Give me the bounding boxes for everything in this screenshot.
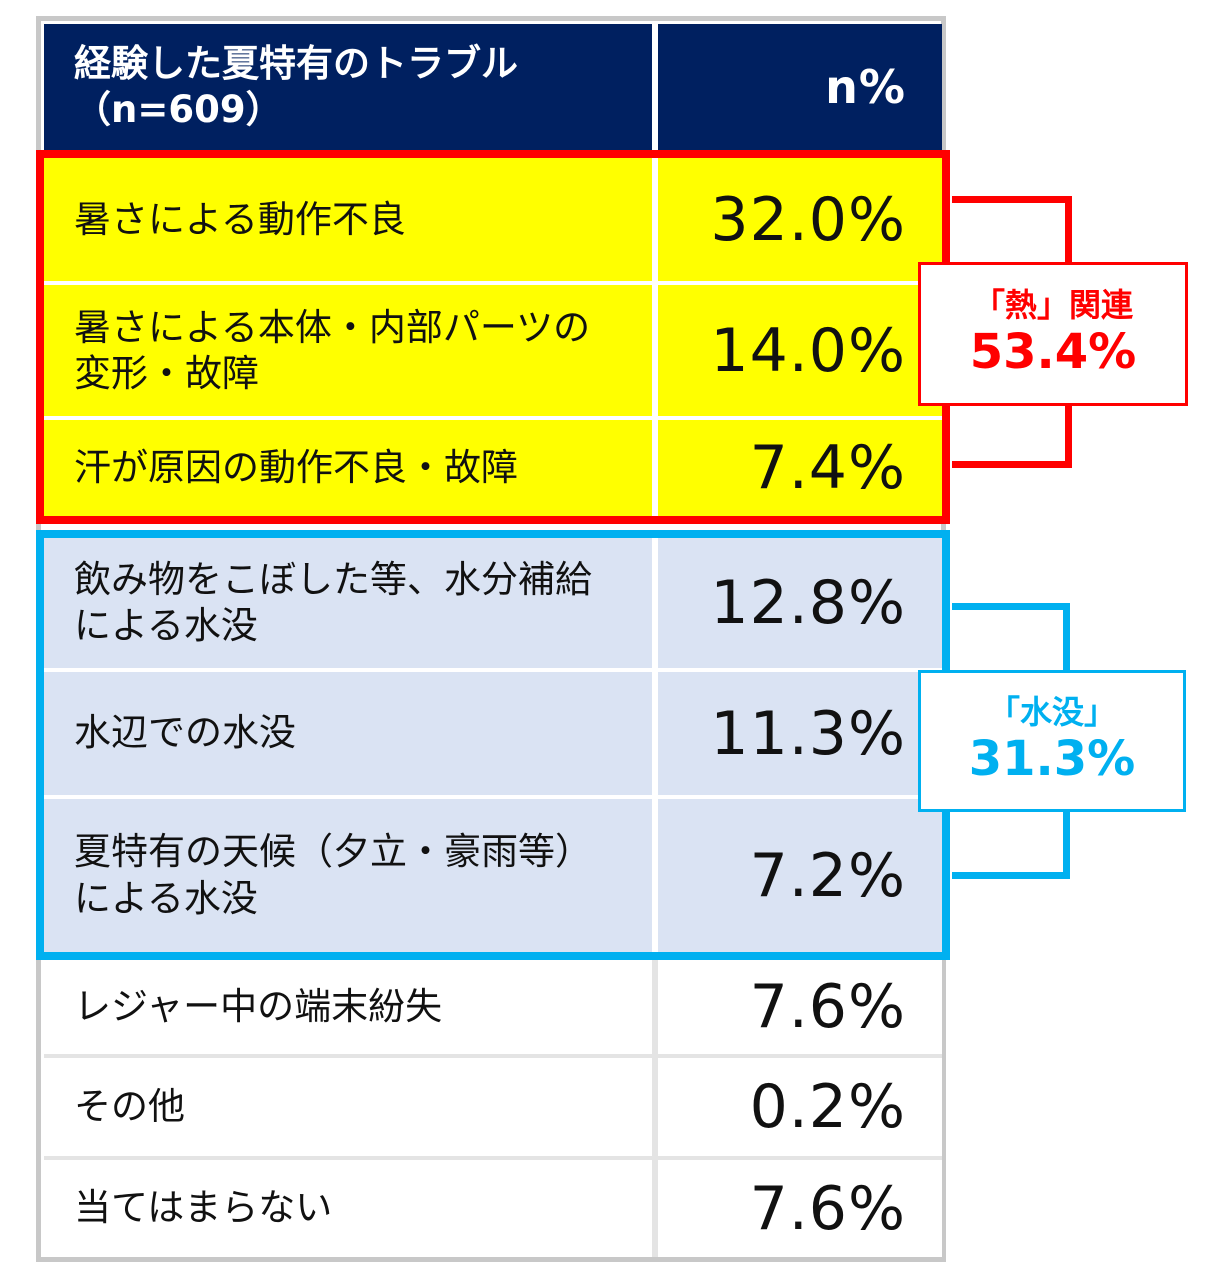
row-label: レジャー中の端末紛失 [74, 984, 443, 1028]
table-row: 暑さによる本体・内部パーツの変形・故障 14.0% [44, 285, 942, 417]
row-value: 32.0% [710, 185, 906, 255]
table-row: レジャー中の端末紛失 7.6% [44, 960, 942, 1054]
row-value: 7.2% [749, 840, 906, 911]
row-value: 0.2% [749, 1072, 906, 1142]
row-label: 暑さによる本体・内部パーツの変形・故障 [74, 305, 591, 395]
row-value: 7.6% [749, 1173, 906, 1244]
row-separator [44, 1156, 942, 1160]
row-separator [44, 668, 942, 672]
column-divider [652, 1160, 658, 1257]
column-divider [652, 672, 658, 795]
column-divider [652, 799, 658, 952]
column-divider [652, 538, 658, 668]
column-divider [652, 285, 658, 417]
header-label-cell: 経験した夏特有のトラブル （n=609） [44, 24, 652, 150]
row-value: 11.3% [710, 698, 906, 769]
row-separator [44, 416, 942, 420]
row-value: 7.6% [749, 972, 906, 1042]
table-row: 飲み物をこぼした等、水分補給による水没 12.8% [44, 538, 942, 668]
table-row: 暑さによる動作不良 32.0% [44, 158, 942, 282]
row-value: 12.8% [710, 568, 906, 638]
row-label: 当てはまらない [74, 1186, 333, 1230]
heat-callout-label: 「熱」関連 [972, 286, 1133, 324]
header-column-divider [652, 24, 658, 150]
row-label: 水辺での水没 [74, 711, 296, 755]
table-row: 水辺での水没 11.3% [44, 672, 942, 795]
heat-callout-value: 53.4% [969, 324, 1137, 381]
heat-group-outline [36, 150, 950, 524]
header-label-line2: （n=609） [74, 88, 283, 131]
header-label-line1: 経験した夏特有のトラブル [74, 41, 518, 85]
column-divider [652, 158, 658, 282]
header-value-cell: n% [825, 60, 906, 114]
heat-total-callout: 「熱」関連 53.4% [918, 262, 1188, 406]
column-divider [652, 420, 658, 516]
column-divider [652, 1058, 658, 1156]
row-value: 14.0% [710, 316, 906, 386]
row-value: 7.4% [749, 433, 906, 503]
row-label: その他 [74, 1084, 185, 1128]
row-label: 汗が原因の動作不良・故障 [74, 445, 518, 489]
column-divider [652, 960, 658, 1054]
table-row: 汗が原因の動作不良・故障 7.4% [44, 420, 942, 516]
water-callout-label: 「水没」 [987, 693, 1116, 731]
row-label: 飲み物をこぼした等、水分補給による水没 [74, 557, 592, 647]
table-row: 当てはまらない 7.6% [44, 1160, 942, 1257]
row-label: 暑さによる動作不良 [74, 197, 406, 241]
water-group-outline [36, 530, 950, 960]
table-header-row: 経験した夏特有のトラブル （n=609） n% [44, 24, 942, 150]
water-callout-value: 31.3% [968, 731, 1136, 788]
table-row: 夏特有の天候（夕立・豪雨等）による水没 7.2% [44, 799, 942, 952]
table-row: その他 0.2% [44, 1058, 942, 1156]
row-label: 夏特有の天候（夕立・豪雨等）による水没 [74, 830, 592, 920]
row-separator [44, 795, 942, 799]
water-total-callout: 「水没」 31.3% [918, 670, 1186, 812]
row-separator [44, 1054, 942, 1058]
row-separator [44, 281, 942, 285]
